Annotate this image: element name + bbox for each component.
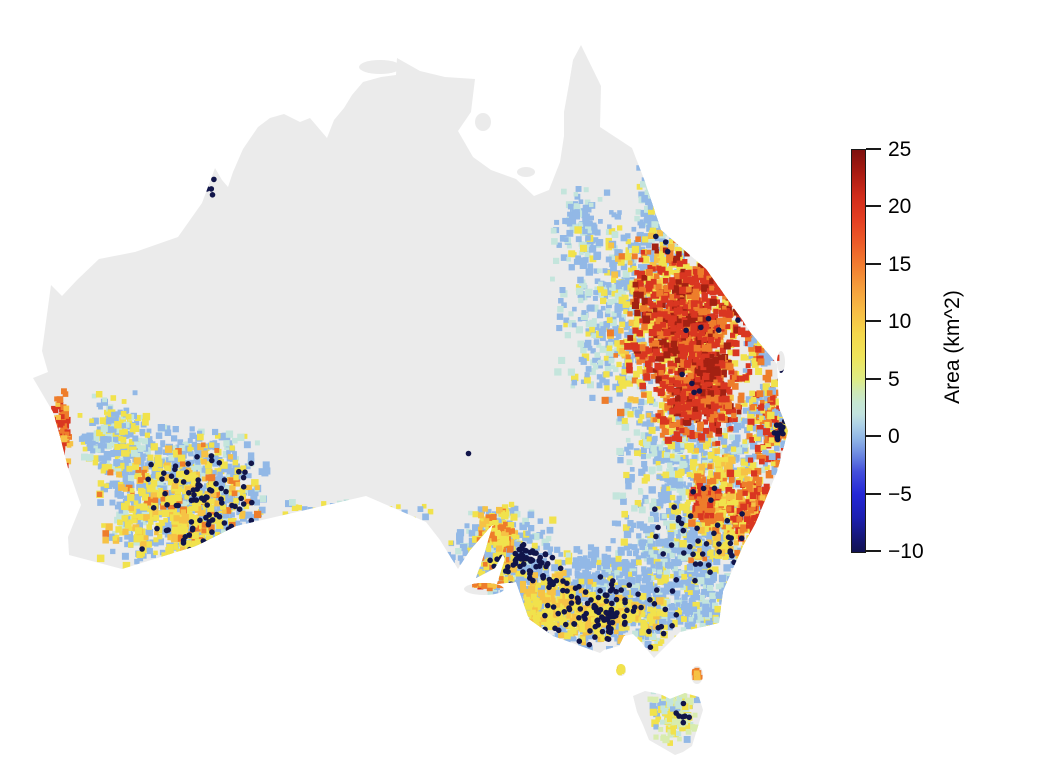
colorbar-tick-label: 25 — [888, 138, 912, 161]
colorbar-tick-label: 15 — [888, 252, 912, 276]
colorbar-tick — [866, 435, 881, 438]
colorbar-tick-label: −10 — [888, 540, 924, 563]
colorbar-tick-label: 0 — [888, 425, 900, 449]
colorbar-tick — [866, 262, 881, 265]
colorbar-tick — [866, 205, 881, 208]
australia-map — [33, 45, 788, 755]
colorbar-tick-label: 20 — [888, 195, 912, 219]
colorbar-tick-label: 5 — [888, 367, 900, 391]
colorbar-tick — [866, 550, 881, 552]
colorbar-gradient — [851, 149, 866, 553]
colorbar-tick-label: −5 — [888, 482, 912, 506]
colorbar-tick — [866, 148, 881, 150]
colorbar-tick — [866, 377, 881, 380]
colorbar-axis-label: Area (km^2) — [941, 290, 964, 404]
colorbar-tick-label: 10 — [888, 310, 912, 334]
colorbar-tick — [866, 320, 881, 323]
colorbar-tick — [866, 492, 881, 495]
